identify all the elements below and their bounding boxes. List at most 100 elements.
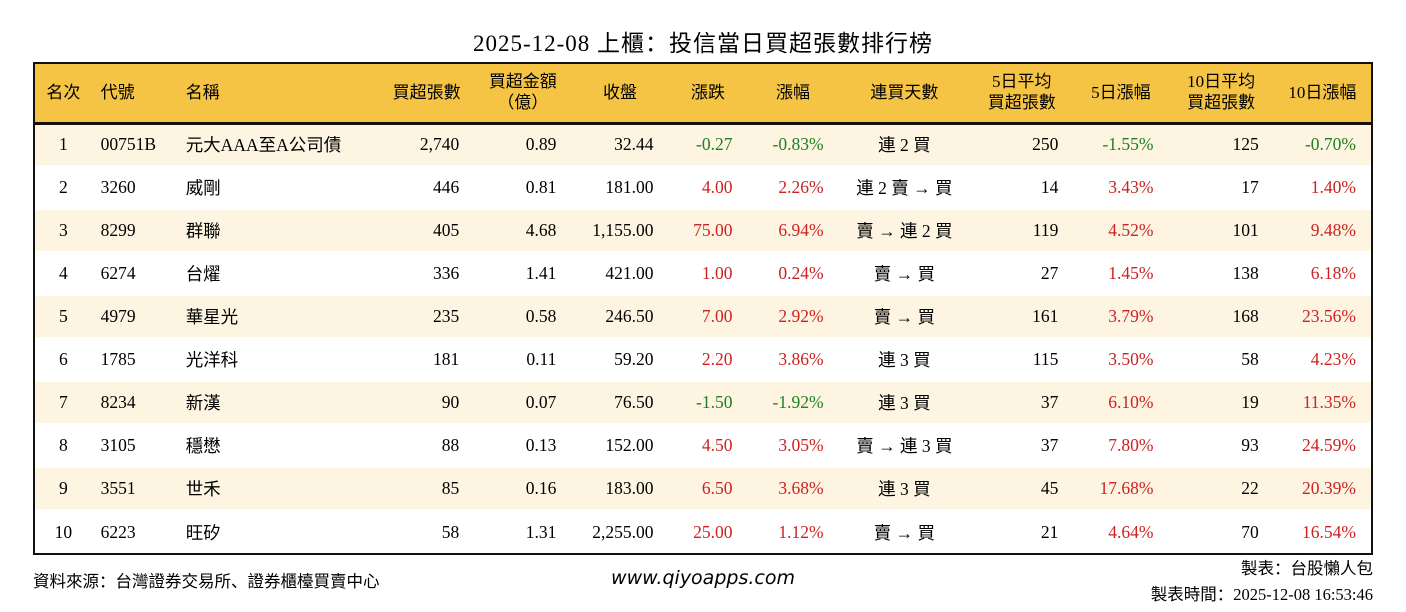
cell-code: 6274 xyxy=(100,263,136,283)
cell-amount: 0.89 xyxy=(525,134,557,155)
cell-code: 3105 xyxy=(100,435,136,455)
cell-change: 6.50 xyxy=(701,478,733,498)
header-avg10: 10日平均 買超張數 xyxy=(1168,64,1274,125)
credit-block: 製表：台股懶人包 製表時間：2025-12-08 16:53:46 xyxy=(1151,556,1373,608)
cell-name: 新漢 xyxy=(185,393,221,413)
table-header-row: 名次 代號 名稱 買超張數 買超金額 （億） 收盤 漲跌 漲幅 連買天數 5日平… xyxy=(35,64,1371,125)
cell-change-pct: -1.92% xyxy=(772,392,824,412)
cell-pct10: 1.40% xyxy=(1310,177,1356,197)
cell-name: 華星光 xyxy=(185,307,239,327)
cell-rank: 1 xyxy=(58,134,68,155)
cell-avg5: 161 xyxy=(1032,306,1059,326)
cell-streak: 賣 → 買 xyxy=(873,307,935,327)
cell-rank: 3 xyxy=(58,220,68,240)
cell-pct5: 6.10% xyxy=(1108,392,1154,412)
cell-amount: 0.13 xyxy=(525,435,557,455)
table-row: 6 1785 光洋科 181 0.11 59.20 2.20 3.86% 連 3… xyxy=(35,338,1371,381)
cell-code: 1785 xyxy=(100,349,136,369)
cell-avg5: 119 xyxy=(1032,220,1059,240)
cell-pct10: 11.35% xyxy=(1302,392,1356,412)
cell-name: 威剛 xyxy=(185,178,221,198)
cell-pct5: 4.52% xyxy=(1108,220,1154,240)
header-rank: 名次 xyxy=(35,64,92,125)
cell-code: 3551 xyxy=(100,478,136,498)
cell-rank: 4 xyxy=(58,263,68,283)
cell-pct5: 17.68% xyxy=(1099,478,1154,498)
cell-avg5: 14 xyxy=(1040,177,1059,197)
cell-pct5: 4.64% xyxy=(1108,521,1154,542)
page-title: 2025-12-08 上櫃：投信當日買超張數排行榜 xyxy=(472,31,934,56)
cell-pct10: -0.70% xyxy=(1304,134,1356,155)
cell-avg5: 21 xyxy=(1040,521,1059,542)
cell-close: 1,155.00 xyxy=(592,220,654,240)
cell-avg10: 17 xyxy=(1241,177,1259,197)
cell-rank: 2 xyxy=(58,177,68,197)
cell-streak: 賣 → 買 xyxy=(873,264,935,284)
cell-code: 6223 xyxy=(100,521,136,542)
cell-change-pct: 3.05% xyxy=(778,435,824,455)
cell-change-pct: 6.94% xyxy=(778,220,824,240)
cell-code: 4979 xyxy=(100,306,136,326)
table-row: 10 6223 旺矽 58 1.31 2,255.00 25.00 1.12% … xyxy=(35,510,1371,553)
cell-amount: 4.68 xyxy=(525,220,557,240)
cell-avg10: 101 xyxy=(1232,220,1259,240)
cell-pct10: 4.23% xyxy=(1310,349,1356,369)
cell-streak: 賣 → 連 2 買 xyxy=(856,221,953,241)
cell-avg10: 19 xyxy=(1241,392,1259,412)
table-row: 4 6274 台燿 336 1.41 421.00 1.00 0.24% 賣 →… xyxy=(35,252,1371,295)
cell-net-buy: 88 xyxy=(441,435,460,455)
cell-avg10: 70 xyxy=(1241,521,1259,542)
header-change: 漲跌 xyxy=(668,64,748,125)
header-streak: 連買天數 xyxy=(838,64,971,125)
cell-net-buy: 405 xyxy=(432,220,460,240)
cell-code: 8234 xyxy=(100,392,136,412)
cell-change: 4.00 xyxy=(701,177,733,197)
cell-amount: 1.31 xyxy=(525,521,557,542)
cell-net-buy: 58 xyxy=(441,521,460,542)
website-url: www.qiyoapps.com xyxy=(611,567,795,589)
header-net-buy: 買超張數 xyxy=(379,64,475,125)
header-code: 代號 xyxy=(91,64,177,125)
cell-avg10: 93 xyxy=(1241,435,1259,455)
table-row: 3 8299 群聯 405 4.68 1,155.00 75.00 6.94% … xyxy=(35,209,1371,252)
cell-close: 183.00 xyxy=(605,478,654,498)
cell-change: -0.27 xyxy=(696,134,733,155)
cell-change: 1.00 xyxy=(701,263,733,283)
cell-streak: 連 2 賣 → 買 xyxy=(856,178,953,198)
header-avg5: 5日平均 買超張數 xyxy=(970,64,1074,125)
header-close: 收盤 xyxy=(571,64,669,125)
cell-name: 元大AAA至A公司債 xyxy=(185,135,342,156)
cell-code: 3260 xyxy=(100,177,136,197)
cell-amount: 0.58 xyxy=(525,306,557,326)
cell-rank: 9 xyxy=(58,478,68,498)
cell-change-pct: 3.68% xyxy=(778,478,824,498)
header-pct5: 5日漲幅 xyxy=(1073,64,1169,125)
cell-avg10: 125 xyxy=(1232,134,1259,155)
cell-rank: 5 xyxy=(58,306,68,326)
cell-pct10: 24.59% xyxy=(1302,435,1356,455)
cell-amount: 0.07 xyxy=(525,392,557,412)
cell-rank: 6 xyxy=(58,349,68,369)
cell-change-pct: 1.12% xyxy=(778,521,824,542)
cell-avg10: 58 xyxy=(1241,349,1259,369)
cell-rank: 7 xyxy=(58,392,68,412)
cell-pct5: 1.45% xyxy=(1108,263,1154,283)
cell-change: 75.00 xyxy=(693,220,733,240)
cell-name: 旺矽 xyxy=(185,522,221,543)
table-row: 2 3260 威剛 446 0.81 181.00 4.00 2.26% 連 2… xyxy=(35,166,1371,209)
table-row: 1 00751B 元大AAA至A公司債 2,740 0.89 32.44 -0.… xyxy=(35,123,1371,166)
cell-close: 181.00 xyxy=(605,177,654,197)
cell-avg5: 250 xyxy=(1032,134,1059,155)
cell-net-buy: 90 xyxy=(441,392,460,412)
cell-streak: 連 3 買 xyxy=(878,350,931,370)
cell-change-pct: 3.86% xyxy=(778,349,824,369)
cell-avg5: 27 xyxy=(1040,263,1059,283)
cell-change-pct: 2.92% xyxy=(778,306,824,326)
cell-streak: 連 3 買 xyxy=(878,479,931,499)
cell-pct10: 9.48% xyxy=(1310,220,1356,240)
cell-pct5: 7.80% xyxy=(1108,435,1154,455)
cell-streak: 賣 → 連 3 買 xyxy=(856,436,953,456)
cell-change: 2.20 xyxy=(701,349,733,369)
cell-pct10: 20.39% xyxy=(1302,478,1356,498)
table-row: 5 4979 華星光 235 0.58 246.50 7.00 2.92% 賣 … xyxy=(35,295,1371,338)
